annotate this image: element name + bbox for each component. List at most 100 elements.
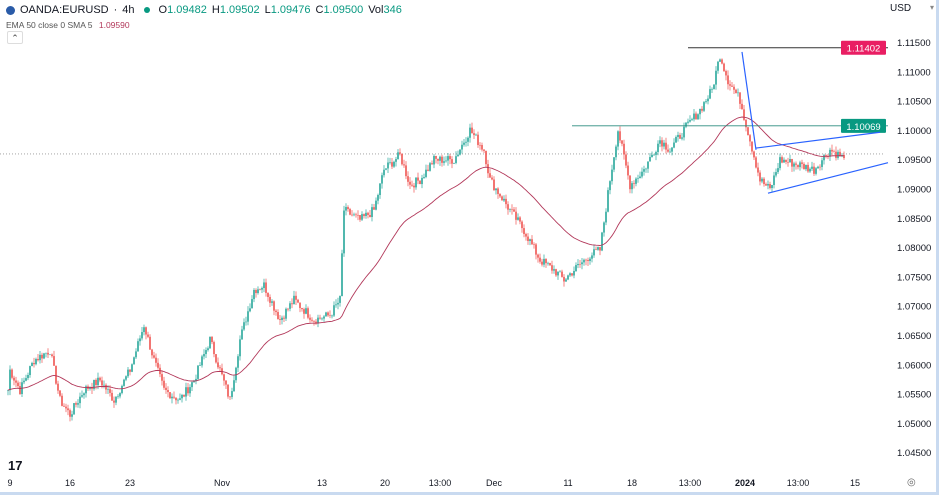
candle-body [233,380,235,392]
candle-body [321,318,323,320]
candle-body [809,168,811,172]
candle-body [779,157,781,169]
y-tick-label: 1.06500 [897,331,931,342]
candle-body [351,214,353,216]
candle-body [119,393,121,397]
y-tick-label: 1.11000 [897,67,931,78]
candle-body [67,408,69,411]
candle-body [75,403,77,405]
candle-body [179,398,181,400]
candle-body [787,162,789,163]
indicator-legend[interactable]: EMA 50 close 0 SMA 5 1.09590 [6,20,130,30]
y-tick-label: 1.06000 [897,360,931,371]
close-value: 1.09500 [323,4,364,16]
candle-body [785,159,787,163]
candle-body [245,321,247,323]
candle-body [337,302,339,305]
candle-body [513,209,515,212]
candle-body [155,357,157,363]
candle-body [527,236,529,242]
x-tick-label: 20 [380,478,390,488]
candle-body [101,380,103,386]
candle-body [811,166,813,169]
candle-body [495,188,497,191]
candle-body [299,302,301,308]
candle-body [277,312,279,320]
tradingview-logo-icon[interactable]: 17 [8,458,23,473]
candle-body [551,265,553,271]
candle-body [683,126,685,138]
candle-body [269,296,271,303]
candle-body [505,198,507,205]
candle-body [721,59,723,64]
candle-body [641,171,643,177]
interval[interactable]: 4h [122,4,135,16]
candle-body [709,89,711,99]
candle-body [181,394,183,399]
candle-body [731,85,733,87]
candle-body [83,393,85,396]
candle-body [659,140,661,144]
candle-body [533,244,535,245]
candle-body [569,273,571,276]
y-tick-label: 1.05500 [897,390,931,401]
candle-body [691,119,693,121]
candle-body [95,379,97,386]
candle-body [605,211,607,223]
price-level-badge [841,118,886,133]
candle-body [465,141,467,143]
candle-body [315,321,317,324]
volume-label: Vol [368,4,384,16]
candle-body [509,208,511,210]
candle-body [255,289,257,294]
candle-body [375,200,377,210]
candle-body [287,308,289,310]
candle-body [597,247,599,250]
candle-body [451,159,453,164]
candle-body [803,163,805,170]
candle-body [81,395,83,397]
candle-body [17,382,19,387]
candle-body [529,239,531,242]
candle-body [153,355,155,358]
candle-body [663,142,665,147]
candle-body [219,367,221,369]
low-label: L [264,4,271,16]
symbol-name[interactable]: OANDA:EURUSD [20,4,109,16]
candle-body [699,108,701,115]
candle-body [129,369,131,372]
candle-body [325,312,327,317]
candle-body [719,59,721,62]
candle-body [271,301,273,303]
candle-body [823,155,825,161]
settings-icon[interactable]: ◎ [907,477,916,488]
candle-body [389,162,391,163]
high-field: H1.09502 [212,4,260,16]
candle-body [73,403,75,415]
collapse-legend-button[interactable]: ⌃ [7,31,23,44]
candle-body [157,362,159,368]
candle-body [345,207,347,211]
candle-body [579,264,581,265]
candle-body [105,384,107,390]
candle-body [273,301,275,311]
candle-body [487,164,489,174]
currency-label: USD [890,3,912,14]
candle-body [145,327,147,335]
candle-body [829,149,831,157]
candle-body [205,350,207,355]
currency-select[interactable]: USD ▾ [890,3,934,14]
candle-body [445,160,447,162]
candle-body [379,183,381,196]
candle-body [399,152,401,154]
candles [7,58,845,422]
candle-body [751,141,753,152]
candle-body [191,382,193,388]
candle-body [239,339,241,357]
candle-body [235,367,237,381]
candle-body [109,389,111,393]
candle-body [177,399,179,401]
candle-body [797,164,799,168]
candle-body [565,279,567,282]
